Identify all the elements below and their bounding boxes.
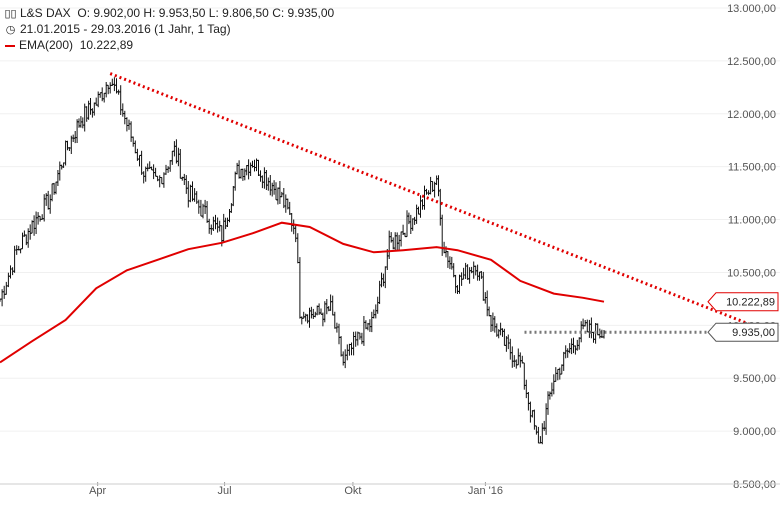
last-price-label: 9.935,00 xyxy=(707,322,779,342)
y-tick-label: 11.500,00 xyxy=(728,162,776,174)
ema-label: EMA(200) xyxy=(19,38,74,52)
x-tick-label: Jul xyxy=(218,485,232,497)
last-price-label-box xyxy=(707,322,779,342)
clock-icon: ◷ xyxy=(5,24,16,36)
instrument-label: L&S DAX xyxy=(20,6,71,20)
ohlc-values: O: 9.902,00 H: 9.953,50 L: 9.806,50 C: 9… xyxy=(77,6,335,20)
ohlc-header: ▯▯ L&S DAX O: 9.902,00 H: 9.953,50 L: 9.8… xyxy=(4,6,334,21)
y-tick-label: 12.000,00 xyxy=(727,109,776,121)
y-tick-label: 9.500,00 xyxy=(733,373,776,385)
y-tick-label: 10.500,00 xyxy=(727,267,776,279)
y-tick-label: 9.000,00 xyxy=(733,426,776,438)
ema-line xyxy=(0,221,605,364)
y-tick-label: 11.000,00 xyxy=(728,215,776,227)
x-tick-label: Okt xyxy=(344,485,361,497)
x-tick-label: Jan '16 xyxy=(468,485,503,497)
ema-price-label-text: 10.222,89 xyxy=(726,297,775,309)
candlestick-icon: ▯▯ xyxy=(4,8,17,20)
resistance-trendline[interactable] xyxy=(109,72,780,338)
date-range: 21.01.2015 - 29.03.2016 (1 Jahr, 1 Tag) xyxy=(20,22,231,36)
ema-line-icon xyxy=(5,44,15,47)
y-tick-label: 13.000,00 xyxy=(727,3,776,15)
y-tick-label: 8.500,00 xyxy=(733,479,776,491)
ema-price-label-box xyxy=(707,292,779,312)
date-range-header: ◷ 21.01.2015 - 29.03.2016 (1 Jahr, 1 Tag) xyxy=(4,22,231,37)
last-price-label-text: 9.935,00 xyxy=(732,327,775,339)
ema-price-label: 10.222,89 xyxy=(707,292,779,312)
ema-header[interactable]: EMA(200) 10.222,89 xyxy=(4,38,133,52)
ema-value: 10.222,89 xyxy=(79,38,134,52)
y-tick-label: 12.500,00 xyxy=(727,56,776,68)
x-tick-label: Apr xyxy=(89,485,106,497)
